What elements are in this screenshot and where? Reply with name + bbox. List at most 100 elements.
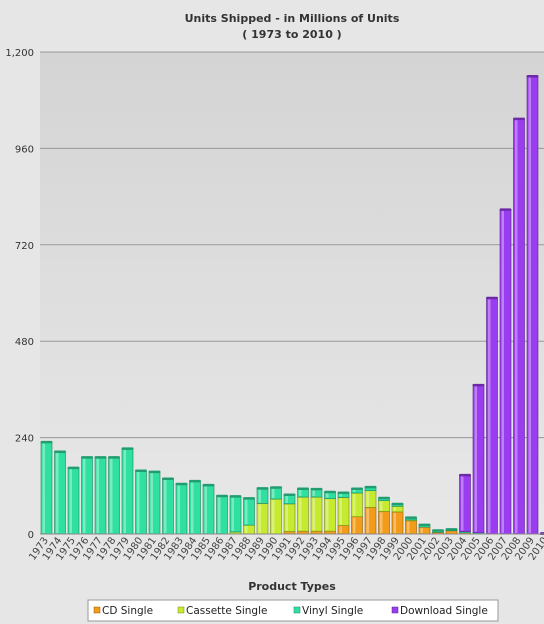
bar-cap: [81, 456, 93, 459]
bar-highlight: [42, 443, 45, 533]
bar-cap: [40, 440, 53, 444]
y-tick-label: 0: [28, 530, 34, 541]
bar-highlight: [380, 501, 383, 511]
bar-highlight: [258, 489, 261, 503]
bar-cap: [405, 516, 417, 519]
bar-cap: [432, 529, 444, 532]
y-tick-label: 240: [15, 434, 34, 445]
bar-cap: [54, 450, 66, 454]
bar-highlight: [245, 499, 248, 525]
bar-highlight: [204, 486, 207, 533]
bar-highlight: [123, 449, 126, 533]
bar-highlight: [461, 476, 464, 531]
legend-label: Vinyl Single: [302, 605, 363, 617]
bar-highlight: [393, 512, 396, 533]
bar-highlight: [420, 528, 423, 533]
bar-highlight: [353, 490, 356, 493]
bar-cap: [175, 482, 188, 486]
bar-cap: [202, 483, 215, 487]
bars: [40, 75, 544, 535]
bar-highlight: [353, 517, 356, 533]
bar-cap: [459, 473, 471, 477]
y-tick-label: 480: [15, 337, 34, 348]
bar-cap: [418, 523, 431, 527]
x-axis-title: Product Types: [248, 580, 336, 593]
bar-highlight: [407, 521, 410, 533]
bar-cap: [364, 485, 377, 489]
bar-cap: [94, 456, 107, 459]
bar-cap: [486, 296, 498, 300]
bar-highlight: [353, 494, 356, 516]
bar-cap: [162, 477, 174, 480]
bar-highlight: [339, 494, 342, 497]
bar-cap: [472, 383, 485, 387]
bar-highlight: [56, 453, 59, 533]
bar-highlight: [285, 504, 288, 531]
bar-highlight: [366, 508, 369, 533]
bar-cap: [324, 490, 336, 494]
bar-highlight: [299, 498, 302, 531]
bar-cap: [310, 487, 323, 491]
bar-highlight: [312, 490, 315, 497]
legend-label: Cassette Single: [186, 605, 267, 617]
bar-cap: [283, 493, 296, 497]
legend: CD Single Cassette Single Vinyl Single Down…: [93, 605, 488, 617]
bar-highlight: [258, 504, 261, 533]
y-axis-ticks: 0 240 480 720 960 1,200: [5, 48, 34, 541]
bar-cap: [351, 487, 363, 491]
bar-cap: [189, 479, 201, 483]
bar-cap: [337, 491, 350, 495]
bar-highlight: [326, 493, 329, 498]
legend-swatch: [93, 606, 101, 614]
bar-cap: [270, 486, 282, 489]
y-tick-label: 1,200: [5, 48, 34, 59]
bar-highlight: [218, 497, 221, 533]
legend-swatch: [177, 606, 185, 614]
bar-highlight: [501, 210, 504, 534]
bar-highlight: [137, 471, 140, 533]
legend-box: [87, 599, 499, 622]
bar-highlight: [96, 458, 99, 533]
bar-cap: [256, 487, 269, 490]
bar-highlight: [339, 526, 342, 533]
bar-highlight: [272, 488, 275, 499]
bar-highlight: [110, 458, 113, 533]
legend-label: CD Single: [102, 605, 153, 617]
bar-highlight: [285, 496, 288, 503]
bar-highlight: [177, 485, 180, 533]
bar-highlight: [191, 482, 194, 533]
bar-highlight: [393, 507, 396, 511]
legend-swatch: [391, 606, 399, 614]
bar-cap: [148, 470, 161, 474]
bar-highlight: [164, 479, 167, 533]
bar-highlight: [488, 299, 491, 533]
bar-cap: [229, 495, 242, 498]
bar-highlight: [515, 120, 518, 533]
bar-highlight: [231, 497, 234, 531]
bar-highlight: [528, 77, 531, 534]
bar-highlight: [150, 473, 153, 533]
bar-highlight: [326, 499, 329, 531]
bar-cap: [216, 494, 228, 498]
bar-cap: [297, 487, 309, 491]
y-tick-label: 720: [15, 241, 34, 252]
bar-highlight: [69, 469, 72, 533]
bar-highlight: [299, 490, 302, 497]
bar-highlight: [245, 526, 248, 533]
bar-cap: [108, 456, 120, 459]
grid-lines: [40, 51, 544, 439]
x-axis-ticks: 1973197419751976197719781979198019811982…: [27, 535, 544, 562]
bar-cap: [378, 496, 390, 500]
bar-highlight: [272, 500, 275, 533]
bar-highlight: [312, 498, 315, 531]
legend-label: Download Single: [400, 605, 488, 617]
legend-swatch: [293, 606, 301, 614]
bar-cap: [121, 447, 134, 450]
bar-cap: [445, 528, 458, 531]
bar-cap: [67, 466, 80, 470]
bar-cap: [391, 502, 404, 506]
bar-highlight: [339, 498, 342, 525]
bar-highlight: [474, 386, 477, 532]
bar-highlight: [83, 458, 86, 533]
